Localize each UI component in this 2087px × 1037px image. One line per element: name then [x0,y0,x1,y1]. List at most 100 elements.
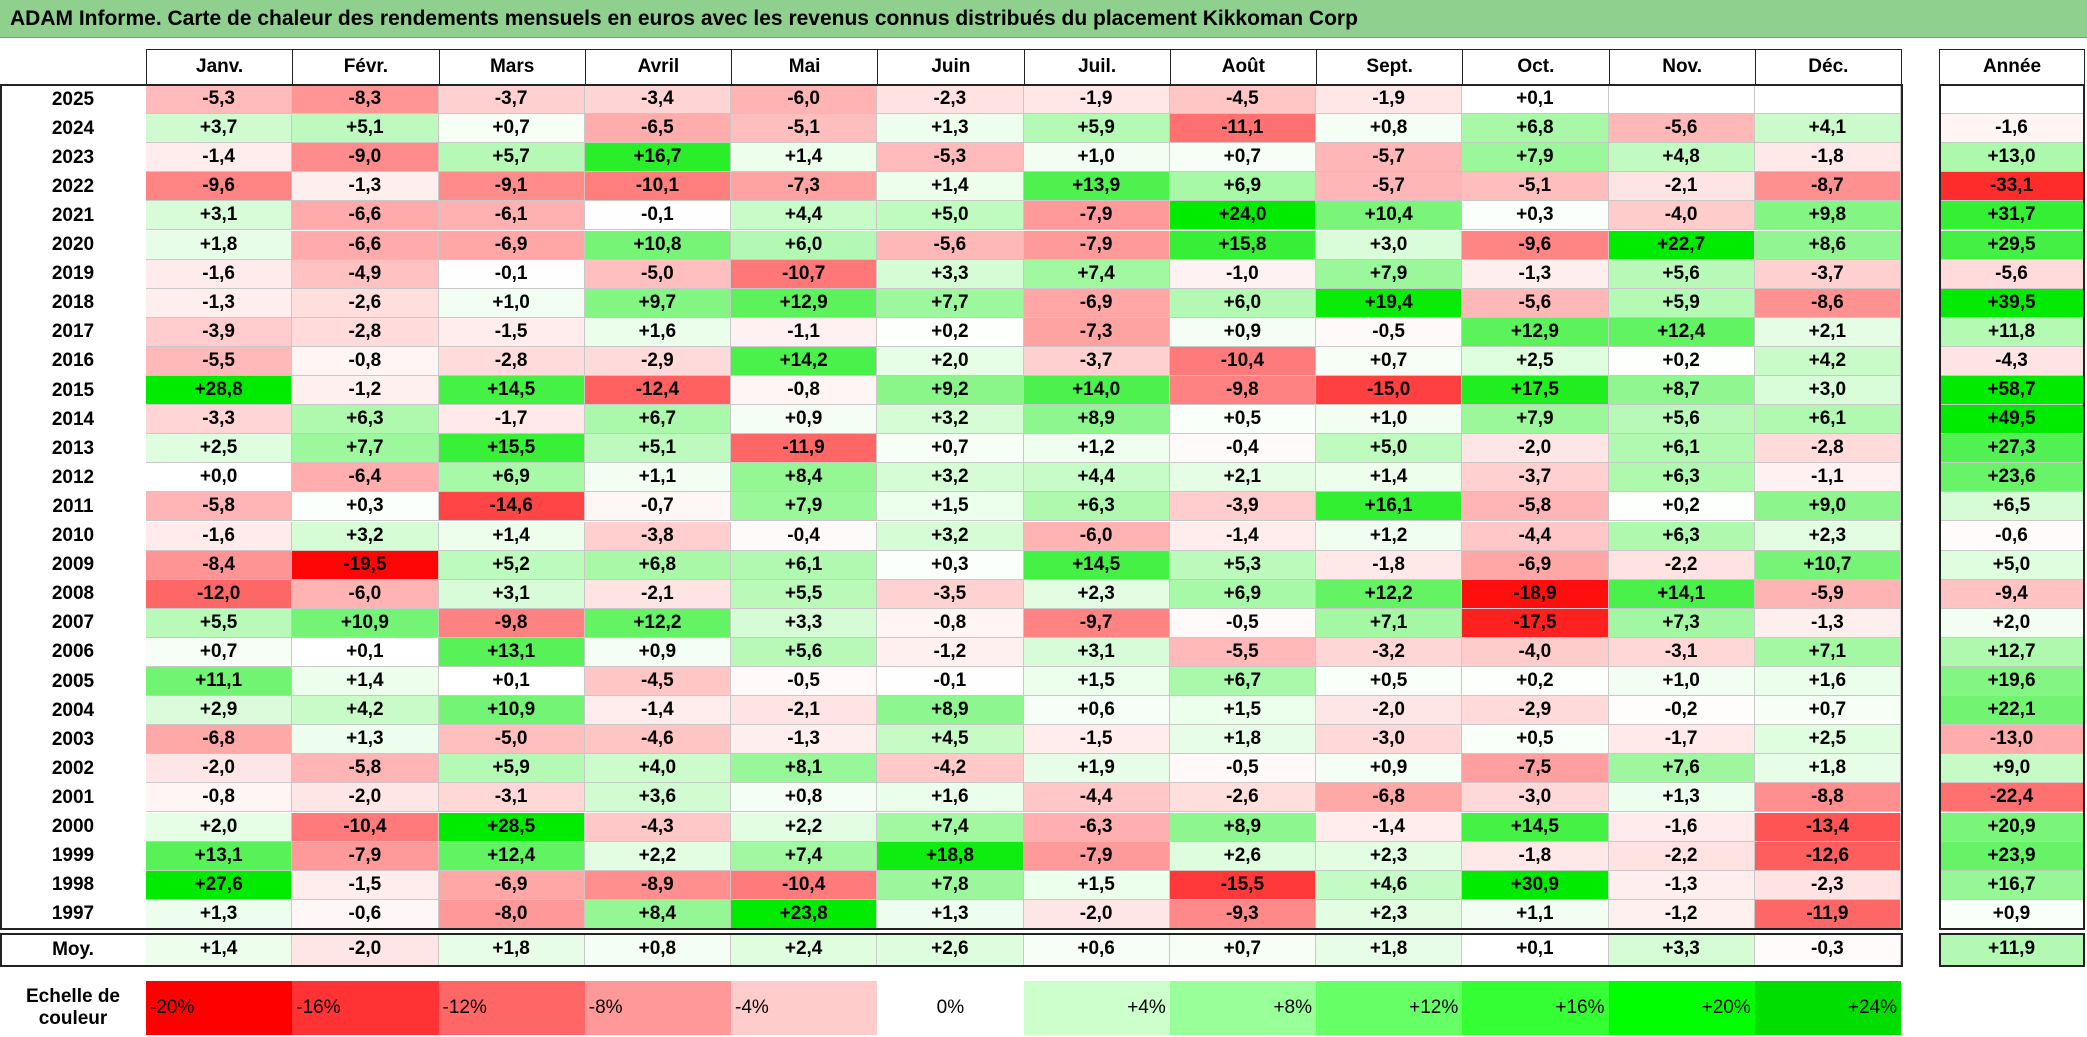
heatmap-cell: +2,3 [1754,521,1901,551]
heatmap-cell: -1,3 [1754,608,1901,638]
heatmap-cell: +2,3 [1316,899,1463,929]
heatmap-cell: -8,0 [438,899,585,929]
heatmap-cell: +4,5 [877,725,1024,755]
heatmap-cell: +0,7 [1316,346,1463,376]
heatmap-cell: +3,7 [146,114,293,144]
heatmap-cell: +1,3 [292,725,439,755]
heatmap-cell: +8,6 [1754,230,1901,260]
heatmap-cell: +7,4 [1023,259,1170,289]
color-scale-swatch: -12% [438,981,585,1035]
average-row-label: Moy. [52,938,94,960]
color-scale-label: Echelle de couleur [0,981,146,1035]
row-year-label: 2025 [51,88,95,110]
heatmap-cell: +7,8 [877,870,1024,900]
heatmap-cell: +5,0 [1316,434,1463,464]
annual-cell: +12,7 [1939,637,2085,667]
annual-cell: +19,6 [1939,667,2085,697]
heatmap-cell: +5,1 [584,434,731,464]
heatmap-cell: +6,9 [1169,579,1316,609]
heatmap-cell: -0,8 [292,346,439,376]
heatmap-cell: +10,7 [1754,550,1901,580]
heatmap-cell: +5,0 [877,201,1024,231]
heatmap-cell: +12,2 [1316,579,1463,609]
heatmap-cell: -4,3 [584,812,731,842]
heatmap-cell: -5,6 [1608,114,1755,144]
heatmap-cell: -19,5 [292,550,439,580]
heatmap-cell: -8,8 [1754,783,1901,813]
heatmap-cell: -5,7 [1316,143,1463,173]
heatmap-cell: -9,8 [438,608,585,638]
heatmap-cell: +0,0 [146,463,293,493]
column-header: Déc. [1754,49,1902,85]
heatmap-cell: -7,9 [1023,201,1170,231]
annual-cell: +58,7 [1939,376,2085,406]
column-header: Févr. [292,49,440,85]
row-year-label: 1999 [51,845,95,867]
heatmap-cell: -4,5 [1169,85,1316,115]
heatmap-cell: -12,4 [584,376,731,406]
heatmap-cell: -7,9 [292,841,439,871]
heatmap-cell: +6,3 [1608,521,1755,551]
heatmap-cell: +0,3 [1462,201,1609,231]
column-header: Janv. [146,49,294,85]
heatmap-cell: -0,4 [1169,434,1316,464]
heatmap-cell: -10,4 [731,870,878,900]
annual-cell: +2,0 [1939,608,2085,638]
heatmap-cell: -0,1 [438,259,585,289]
heatmap-cell: -18,9 [1462,579,1609,609]
heatmap-cell: +12,2 [584,608,731,638]
heatmap-cell: +10,9 [292,608,439,638]
heatmap-cell: -1,5 [1023,725,1170,755]
heatmap-cell: -2,1 [584,579,731,609]
heatmap-cell: +3,0 [1754,376,1901,406]
heatmap-cell: +17,5 [1462,376,1609,406]
annual-cell: +9,0 [1939,754,2085,784]
row-year-label: 2014 [51,408,95,430]
heatmap-cell: +0,7 [877,434,1024,464]
heatmap-cell: +2,0 [146,812,293,842]
annual-cell: +31,7 [1939,201,2085,231]
column-header: Mars [438,49,586,85]
heatmap-cell: +15,8 [1169,230,1316,260]
average-cell: +0,8 [584,932,731,967]
heatmap-cell: -13,4 [1754,812,1901,842]
heatmap-cell: +15,5 [438,434,585,464]
heatmap-cell: +16,1 [1316,492,1463,522]
heatmap-cell: +8,4 [584,899,731,929]
column-header: Juil. [1023,49,1171,85]
color-scale-swatch: +12% [1316,981,1463,1035]
heatmap-cell: -2,8 [438,346,585,376]
heatmap-cell: +8,9 [1023,405,1170,435]
heatmap-cell: -6,9 [1462,550,1609,580]
row-year-label: 2006 [51,641,95,663]
heatmap-cell: +1,3 [1608,783,1755,813]
heatmap-cell: -2,6 [292,288,439,318]
heatmap-cell: +10,8 [584,230,731,260]
average-cell: +1,8 [438,932,585,967]
heatmap-cell: +1,2 [1316,521,1463,551]
heatmap-cell: +0,7 [146,637,293,667]
heatmap-cell: +4,4 [731,201,878,231]
heatmap-cell: +1,0 [1316,405,1463,435]
heatmap-cell: +5,9 [1023,114,1170,144]
heatmap-cell: +0,1 [438,667,585,697]
heatmap-cell: -17,5 [1462,608,1609,638]
row-year-label: 2020 [51,234,95,256]
heatmap-cell: -10,4 [292,812,439,842]
heatmap-cell: -1,6 [146,259,293,289]
row-year-label: 2008 [51,583,95,605]
heatmap-cell: +19,4 [1316,288,1463,318]
annual-cell: -9,4 [1939,579,2085,609]
heatmap-cell: +5,3 [1169,550,1316,580]
heatmap-cell: +0,9 [731,405,878,435]
heatmap-cell: -6,4 [292,463,439,493]
heatmap-cell: -0,7 [584,492,731,522]
heatmap-cell: +24,0 [1169,201,1316,231]
heatmap-cell: +1,4 [292,667,439,697]
heatmap-cell: +3,2 [877,521,1024,551]
heatmap-cell: +5,2 [438,550,585,580]
heatmap-cell: -9,6 [1462,230,1609,260]
heatmap-cell: -4,5 [584,667,731,697]
heatmap-cell: -5,0 [584,259,731,289]
heatmap-cell: -1,4 [584,696,731,726]
